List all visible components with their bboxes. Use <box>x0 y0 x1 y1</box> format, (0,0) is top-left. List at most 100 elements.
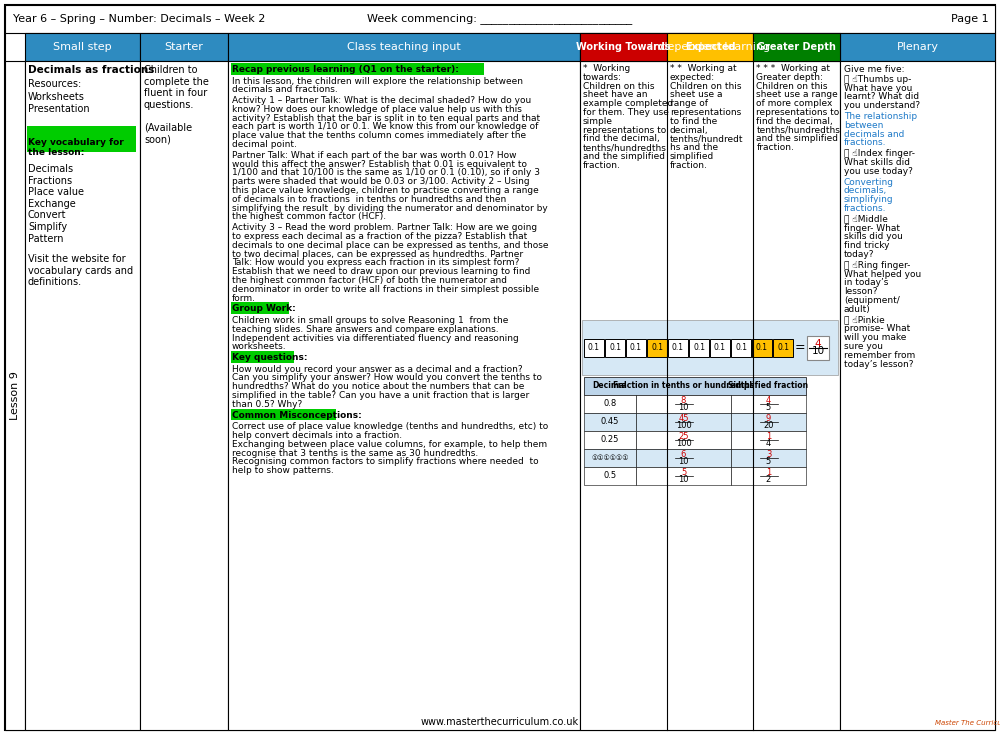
Text: than 0.5? Why?: than 0.5? Why? <box>232 400 302 409</box>
Text: between: between <box>844 121 883 130</box>
Text: What have you: What have you <box>844 83 912 92</box>
Text: 1/100 and that 10/100 is the same as 1/10 or 0.1 (0.10), so if only 3: 1/100 and that 10/100 is the same as 1/1… <box>232 169 540 178</box>
Text: Lesson 9: Lesson 9 <box>10 371 20 420</box>
Bar <box>668 338 688 356</box>
Bar <box>731 467 806 485</box>
Bar <box>636 413 731 431</box>
Text: 3: 3 <box>766 450 771 459</box>
Text: decimals,: decimals, <box>844 187 887 196</box>
Text: fraction.: fraction. <box>670 160 708 170</box>
Text: 0.5: 0.5 <box>603 472 617 481</box>
Text: tenths/hundredths: tenths/hundredths <box>756 125 840 134</box>
Text: Partner Talk: What if each part of the bar was worth 0.01? How: Partner Talk: What if each part of the b… <box>232 151 516 160</box>
Text: 0.1: 0.1 <box>714 343 726 352</box>
Text: would this affect the answer? Establish that 0.01 is equivalent to: would this affect the answer? Establish … <box>232 160 527 169</box>
Bar <box>807 335 829 359</box>
Text: simplifying: simplifying <box>844 195 894 204</box>
Text: Simplified fraction: Simplified fraction <box>728 382 809 391</box>
Text: Group Work:: Group Work: <box>232 304 296 313</box>
Text: Children on this: Children on this <box>670 82 741 91</box>
Text: Converting: Converting <box>844 178 894 187</box>
Text: What skills did: What skills did <box>844 158 910 167</box>
Text: sheet have an: sheet have an <box>583 91 648 100</box>
Text: 4: 4 <box>815 339 821 349</box>
Bar <box>584 431 636 449</box>
Bar <box>584 395 636 413</box>
Bar <box>584 413 636 431</box>
Text: in today’s: in today’s <box>844 278 888 287</box>
Text: Independent activities via differentiated fluency and reasoning: Independent activities via differentiate… <box>232 334 519 343</box>
Text: Plenary: Plenary <box>896 42 938 52</box>
Text: Decimals
Fractions
Place value
Exchange
Convert
Simplify
Pattern: Decimals Fractions Place value Exchange … <box>28 164 84 244</box>
Text: recognise that 3 tenths is the same as 30 hundredths.: recognise that 3 tenths is the same as 3… <box>232 448 478 458</box>
Bar <box>25 33 140 61</box>
Text: 0.8: 0.8 <box>603 400 617 409</box>
Text: Resources:: Resources: <box>28 79 81 89</box>
Text: Common Misconceptions:: Common Misconceptions: <box>232 411 362 420</box>
Text: 20: 20 <box>763 421 774 430</box>
Text: 0.1: 0.1 <box>777 343 789 352</box>
Text: Children on this: Children on this <box>756 82 828 91</box>
Bar <box>231 302 289 314</box>
Text: Worksheets
Presentation: Worksheets Presentation <box>28 92 90 113</box>
Bar <box>231 409 336 420</box>
Text: In this lesson, the children will explore the relationship between: In this lesson, the children will explor… <box>232 76 523 86</box>
Text: find the decimal,: find the decimal, <box>756 117 833 126</box>
Text: towards:: towards: <box>583 73 622 82</box>
Bar <box>689 338 709 356</box>
Text: 1: 1 <box>766 468 771 477</box>
Bar <box>636 467 731 485</box>
Text: adult): adult) <box>844 304 871 313</box>
Text: 🤚 ☝Ring finger-: 🤚 ☝Ring finger- <box>844 261 910 270</box>
Text: 🤚 ☝Middle: 🤚 ☝Middle <box>844 214 888 223</box>
Text: 🤚 ☝Pinkie: 🤚 ☝Pinkie <box>844 316 885 325</box>
Text: denominator in order to write all fractions in their simplest possible: denominator in order to write all fracti… <box>232 285 539 294</box>
Text: Establish that we need to draw upon our previous learning to find: Establish that we need to draw upon our … <box>232 267 530 276</box>
Text: fraction.: fraction. <box>583 160 621 170</box>
Text: The relationship: The relationship <box>844 112 917 121</box>
Text: this place value knowledge, children to practise converting a range: this place value knowledge, children to … <box>232 186 539 195</box>
Bar <box>231 63 484 74</box>
Text: Year 6 – Spring – Number: Decimals – Week 2: Year 6 – Spring – Number: Decimals – Wee… <box>13 14 265 24</box>
Text: 0.1: 0.1 <box>693 343 705 352</box>
Text: 🤚 ☝Index finger-: 🤚 ☝Index finger- <box>844 149 915 158</box>
Text: Class teaching input: Class teaching input <box>347 42 461 52</box>
Text: ①①①①①①: ①①①①①① <box>591 455 629 461</box>
Text: 0.1: 0.1 <box>735 343 747 352</box>
Bar <box>840 33 995 61</box>
Text: you use today?: you use today? <box>844 166 913 176</box>
Bar <box>605 338 625 356</box>
Text: 0.1: 0.1 <box>651 343 663 352</box>
Bar <box>636 431 731 449</box>
Text: Activity 1 – Partner Talk: What is the decimal shaded? How do you: Activity 1 – Partner Talk: What is the d… <box>232 96 531 105</box>
Text: decimal point.: decimal point. <box>232 140 297 149</box>
Text: to express each decimal as a fraction of the pizza? Establish that: to express each decimal as a fraction of… <box>232 232 527 241</box>
Text: Greater depth:: Greater depth: <box>756 73 823 82</box>
Text: 2: 2 <box>766 475 771 484</box>
Text: 0.1: 0.1 <box>588 343 600 352</box>
Text: skills did you: skills did you <box>844 232 903 242</box>
Text: fraction.: fraction. <box>756 143 794 152</box>
Text: learnt? What did: learnt? What did <box>844 92 919 101</box>
Text: Decimal: Decimal <box>593 382 627 391</box>
Text: fractions.: fractions. <box>844 139 887 148</box>
Bar <box>5 5 995 33</box>
Text: representations to: representations to <box>756 108 840 117</box>
Text: know? How does our knowledge of place value help us with this: know? How does our knowledge of place va… <box>232 105 522 114</box>
Text: form.: form. <box>232 294 256 303</box>
Text: 100: 100 <box>676 439 691 448</box>
Text: 8: 8 <box>681 396 686 405</box>
Text: (equipment/: (equipment/ <box>844 296 900 305</box>
Text: expected:: expected: <box>670 73 715 82</box>
Text: today?: today? <box>844 250 874 259</box>
Text: each part is worth 1/10 or 0.1. We know this from our knowledge of: each part is worth 1/10 or 0.1. We know … <box>232 122 538 131</box>
Text: 1: 1 <box>766 432 771 441</box>
Text: 9: 9 <box>766 414 771 423</box>
Text: Greater Depth: Greater Depth <box>757 42 836 52</box>
Text: =: = <box>795 341 806 354</box>
Text: will you make: will you make <box>844 333 906 342</box>
Bar <box>731 395 806 413</box>
Bar <box>636 449 731 467</box>
Text: Starter: Starter <box>165 42 203 52</box>
Bar <box>710 338 730 356</box>
